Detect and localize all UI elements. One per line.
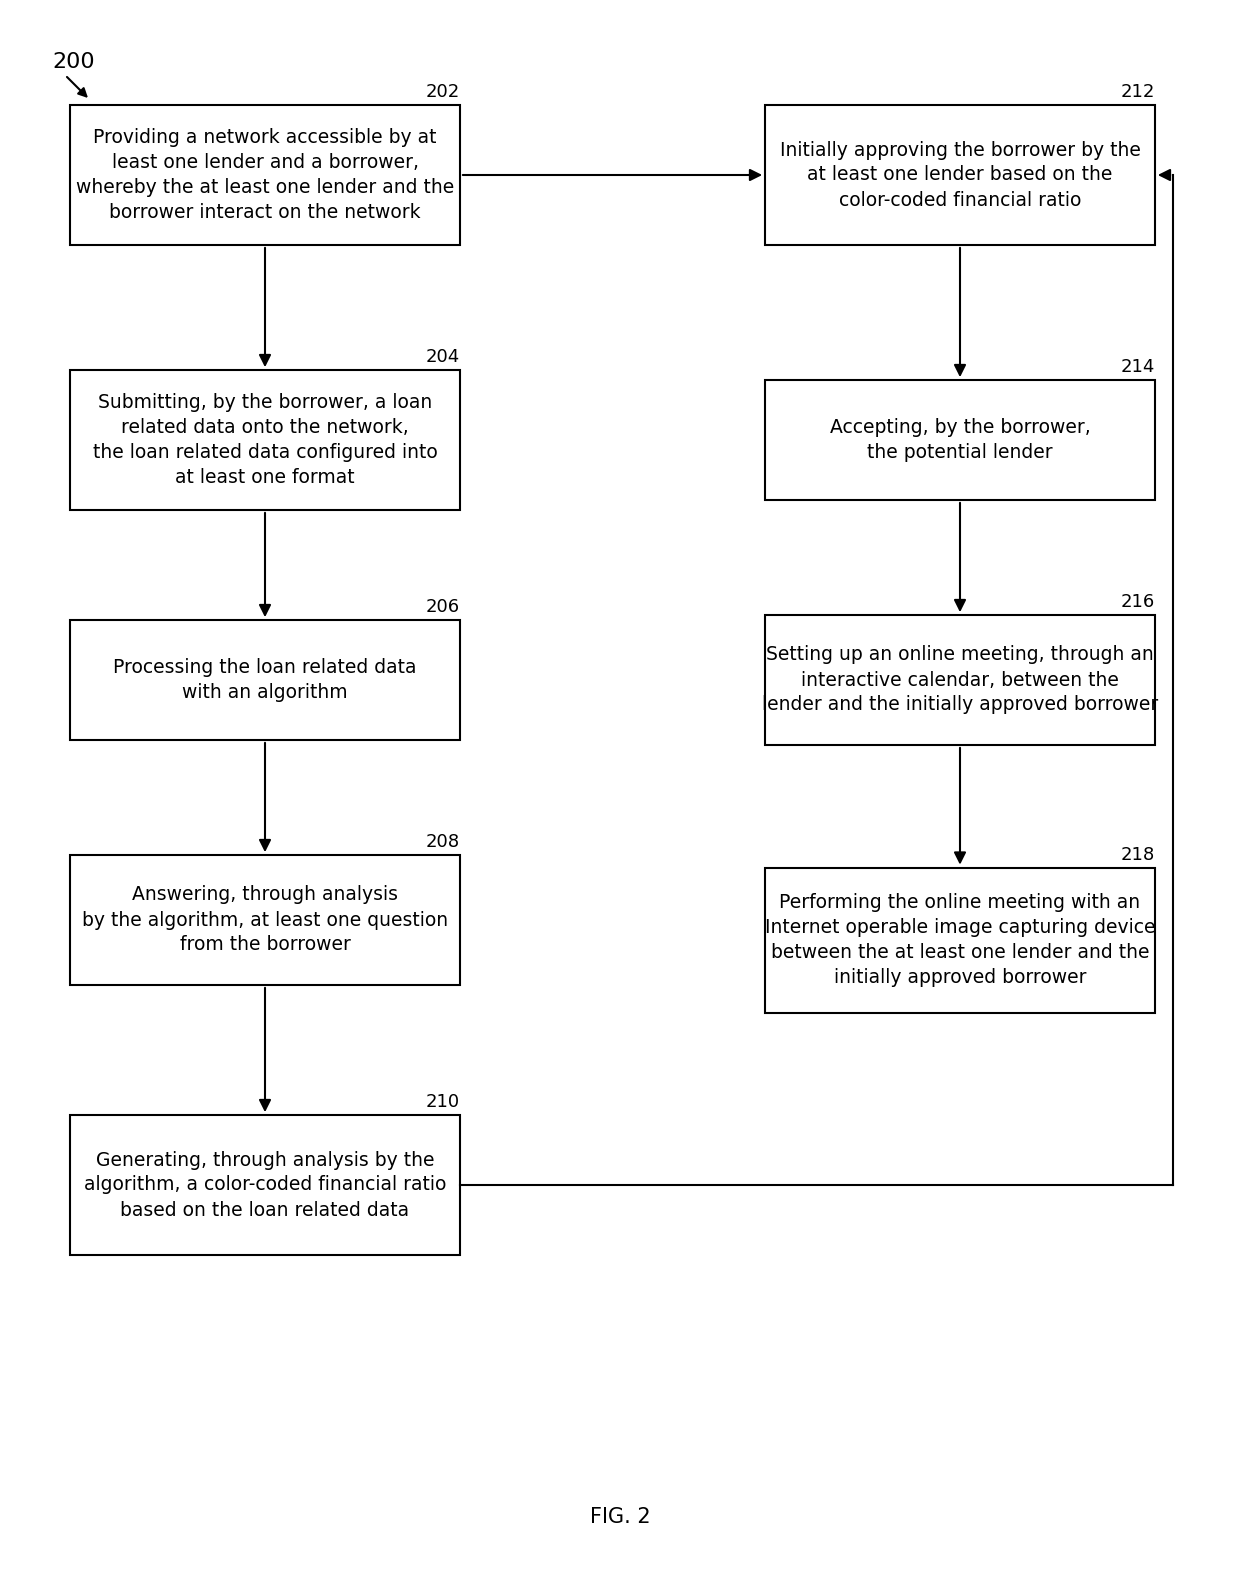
Text: Setting up an online meeting, through an
interactive calendar, between the
lende: Setting up an online meeting, through an…: [761, 645, 1158, 714]
Text: 204: 204: [425, 349, 460, 366]
Text: 210: 210: [425, 1093, 460, 1112]
Text: 208: 208: [425, 833, 460, 852]
Text: Performing the online meeting with an
Internet operable image capturing device
b: Performing the online meeting with an In…: [765, 893, 1156, 987]
Text: 218: 218: [1121, 845, 1154, 864]
Bar: [69, 371, 460, 509]
Text: 214: 214: [1121, 358, 1154, 375]
Text: 216: 216: [1121, 593, 1154, 610]
Text: Generating, through analysis by the
algorithm, a color-coded financial ratio
bas: Generating, through analysis by the algo…: [84, 1151, 446, 1219]
Text: 200: 200: [52, 52, 94, 73]
Text: FIG. 2: FIG. 2: [590, 1508, 650, 1527]
Bar: [69, 106, 460, 244]
Bar: [765, 867, 1154, 1012]
Text: 206: 206: [425, 598, 460, 617]
Bar: [69, 855, 460, 986]
Text: Accepting, by the borrower,
the potential lender: Accepting, by the borrower, the potentia…: [830, 418, 1090, 462]
Text: 202: 202: [425, 84, 460, 101]
Bar: [765, 106, 1154, 244]
Bar: [69, 620, 460, 740]
Bar: [69, 1115, 460, 1255]
Text: Submitting, by the borrower, a loan
related data onto the network,
the loan rela: Submitting, by the borrower, a loan rela…: [93, 393, 438, 487]
Text: 212: 212: [1121, 84, 1154, 101]
Text: Answering, through analysis
by the algorithm, at least one question
from the bor: Answering, through analysis by the algor…: [82, 886, 448, 954]
Text: Providing a network accessible by at
least one lender and a borrower,
whereby th: Providing a network accessible by at lea…: [76, 128, 454, 222]
Bar: [765, 380, 1154, 500]
Text: Initially approving the borrower by the
at least one lender based on the
color-c: Initially approving the borrower by the …: [780, 140, 1141, 210]
Bar: [765, 615, 1154, 744]
Text: Processing the loan related data
with an algorithm: Processing the loan related data with an…: [113, 658, 417, 702]
